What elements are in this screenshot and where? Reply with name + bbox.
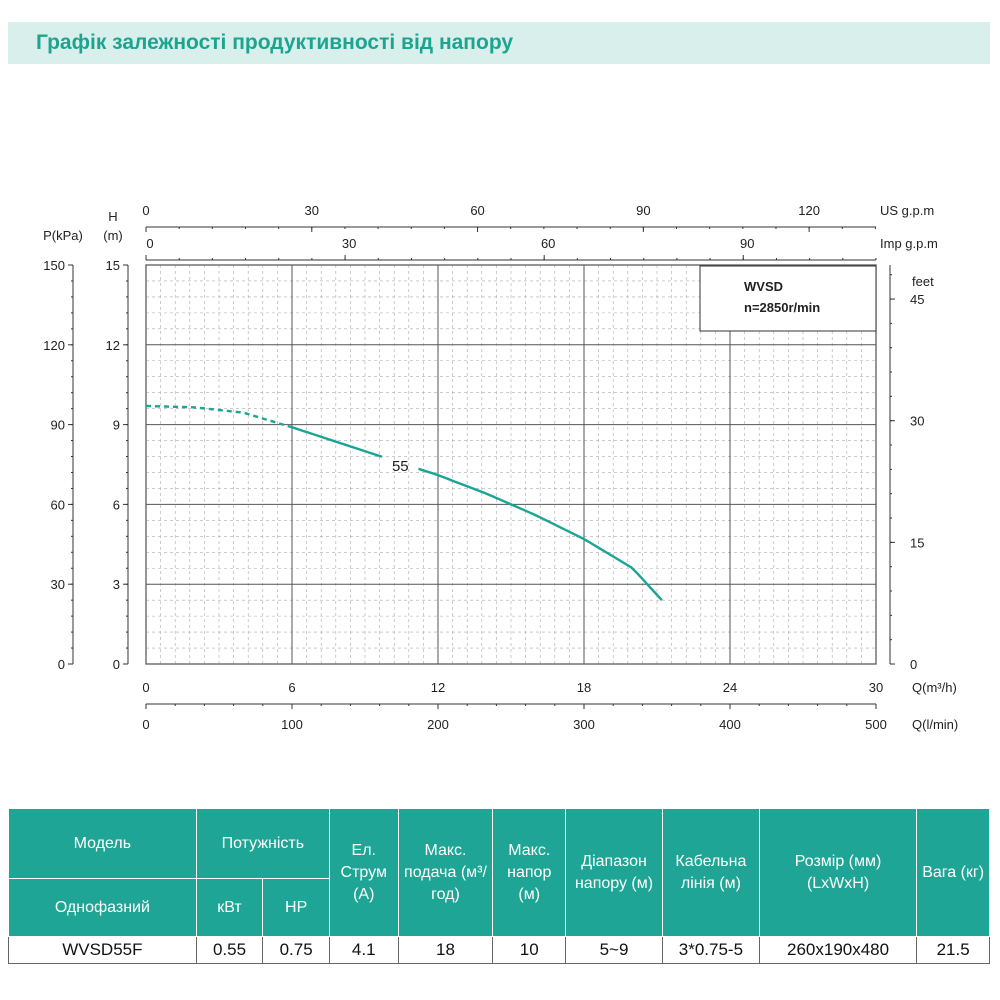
us-gpm-tick-label: 90 — [636, 203, 650, 218]
p-tick-label: 0 — [58, 657, 65, 672]
feet-axis-label: feet — [912, 274, 934, 289]
cell-current: 4.1 — [328, 936, 399, 964]
col-model: Модель — [8, 808, 197, 879]
col-power: Потужність — [195, 808, 330, 879]
info-box-title: WVSD — [744, 279, 783, 294]
feet-tick-label: 0 — [910, 657, 917, 672]
curve-label: 55 — [392, 458, 409, 475]
curve-55-dashed — [145, 404, 293, 429]
h-axis-label: H — [108, 209, 117, 224]
chart-labels: 03691215H(m)0306090120150P(kPa)0153045fe… — [43, 203, 958, 732]
q-lmin-tick-label: 300 — [573, 717, 595, 732]
info-box-frame — [699, 265, 877, 332]
cell-kw: 0.55 — [195, 936, 264, 964]
q-m3h-tick-label: 6 — [288, 680, 295, 695]
page-title: Графік залежності продуктивності від нап… — [36, 31, 514, 54]
col-cable: Кабельна лінія (м) — [661, 808, 760, 937]
h-axis-unit: (m) — [103, 228, 123, 243]
col-head-range: Діапазон напору (м) — [565, 808, 663, 937]
q-m3h-tick-label: 12 — [431, 680, 445, 695]
imp-gpm-tick-label: 30 — [342, 236, 356, 251]
us-gpm-tick-label: 0 — [142, 203, 149, 218]
h-tick-label: 9 — [113, 418, 120, 433]
col-current: Ел. Струм (А) — [328, 808, 399, 937]
feet-tick-label: 15 — [910, 535, 924, 550]
us-gpm-tick-label: 30 — [305, 203, 319, 218]
q-m3h-tick-label: 30 — [869, 680, 883, 695]
col-size: Розмір (мм) (LxWxH) — [758, 808, 918, 937]
p-tick-label: 150 — [43, 258, 65, 273]
q-m3h-tick-label: 0 — [142, 680, 149, 695]
q-m3h-tick-label: 18 — [577, 680, 591, 695]
p-axis-label: P(kPa) — [43, 228, 83, 243]
q-m3h-tick-label: 24 — [723, 680, 737, 695]
imp-gpm-tick-label: 90 — [740, 236, 754, 251]
cell-max-flow: 18 — [397, 936, 494, 964]
p-tick-label: 120 — [43, 338, 65, 353]
chart-info-box: WVSD n=2850r/min — [699, 265, 877, 332]
cell-hp: 0.75 — [262, 936, 330, 964]
feet-tick-label: 45 — [910, 292, 924, 307]
p-tick-label: 60 — [51, 497, 65, 512]
us-gpm-axis-label: US g.p.m — [880, 203, 934, 218]
us-gpm-tick-label: 60 — [470, 203, 484, 218]
header-banner: Графік залежності продуктивності від нап… — [8, 22, 990, 64]
h-tick-label: 12 — [106, 338, 120, 353]
imp-gpm-tick-label: 60 — [541, 236, 555, 251]
h-tick-label: 0 — [113, 657, 120, 672]
col-hp: HP — [262, 878, 330, 937]
h-tick-label: 3 — [113, 577, 120, 592]
col-kw: кВт — [195, 878, 264, 937]
h-tick-label: 6 — [113, 497, 120, 512]
col-phase: Однофазний — [8, 878, 197, 937]
chart-curve: 55 — [145, 404, 663, 602]
chart-axes — [68, 226, 895, 709]
col-max-head: Макс. напор (м) — [492, 808, 567, 937]
q-m3h-axis-label: Q(m³/h) — [912, 680, 957, 695]
table-row: WVSD55F 0.55 0.75 4.1 18 10 5~9 3*0.75-5… — [8, 936, 990, 964]
imp-gpm-axis-label: Imp g.p.m — [880, 236, 938, 251]
performance-chart: 03691215H(m)0306090120150P(kPa)0153045fe… — [43, 203, 958, 732]
cell-max-head: 10 — [492, 936, 567, 964]
cell-weight: 21.5 — [916, 936, 990, 964]
curve-55-solid-b — [418, 467, 663, 602]
cell-head-range: 5~9 — [565, 936, 663, 964]
cell-cable: 3*0.75-5 — [661, 936, 760, 964]
q-lmin-tick-label: 400 — [719, 717, 741, 732]
cell-model: WVSD55F — [8, 936, 197, 964]
q-lmin-tick-label: 100 — [281, 717, 303, 732]
info-box-speed: n=2850r/min — [744, 300, 820, 315]
q-lmin-tick-label: 500 — [865, 717, 887, 732]
q-lmin-tick-label: 200 — [427, 717, 449, 732]
spec-table: Модель Потужність Ел. Струм (А) Макс. по… — [8, 808, 990, 964]
col-max-flow: Макс. подача (м³/год) — [397, 808, 494, 937]
p-tick-label: 30 — [51, 577, 65, 592]
p-tick-label: 90 — [51, 418, 65, 433]
curve-55-solid-a — [291, 426, 383, 458]
feet-tick-label: 30 — [910, 414, 924, 429]
cell-size: 260x190x480 — [758, 936, 918, 964]
us-gpm-tick-label: 120 — [798, 203, 820, 218]
imp-gpm-tick-label: 0 — [146, 236, 153, 251]
h-tick-label: 15 — [106, 258, 120, 273]
q-lmin-tick-label: 0 — [142, 717, 149, 732]
col-weight: Вага (кг) — [916, 808, 990, 937]
q-lmin-axis-label: Q(l/min) — [912, 717, 958, 732]
